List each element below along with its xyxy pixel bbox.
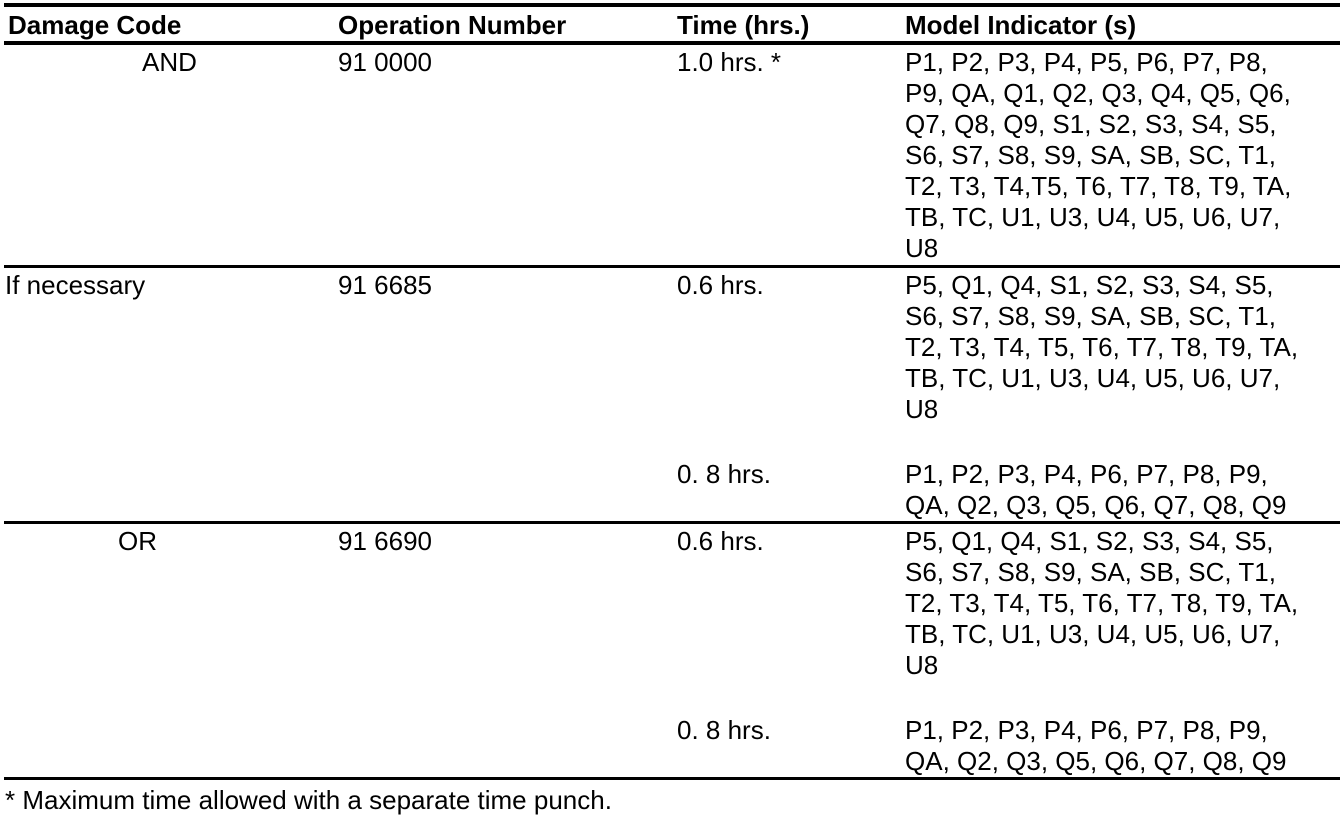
model-indicators-cell: P1, P2, P3, P4, P6, P7, P8, P9, QA, Q2, …: [905, 715, 1287, 776]
damage-code-table: Damage Code Operation Number Time (hrs.)…: [4, 3, 1340, 780]
column-header-operation-number: Operation Number: [338, 10, 567, 40]
time-model-group: 0.6 hrs. P5, Q1, Q4, S1, S2, S3, S4, S5,…: [677, 270, 1340, 521]
operation-number-cell: 91 6690: [338, 526, 432, 556]
time-model-group: 0.6 hrs. P5, Q1, Q4, S1, S2, S3, S4, S5,…: [677, 526, 1340, 777]
column-header-model-indicator: Model Indicator (s): [905, 10, 1137, 40]
time-cell: 1.0 hrs. *: [677, 47, 782, 77]
time-model-entry: 0. 8 hrs. P1, P2, P3, P4, P6, P7, P8, P9…: [677, 715, 1340, 777]
table-row-if-necessary: If necessary 91 6685 0.6 hrs. P5, Q1, Q4…: [4, 268, 1340, 524]
time-cell: 0. 8 hrs.: [677, 715, 771, 745]
time-cell: 0.6 hrs.: [677, 270, 764, 300]
document-page: Damage Code Operation Number Time (hrs.)…: [0, 3, 1344, 821]
time-model-entry: 0.6 hrs. P5, Q1, Q4, S1, S2, S3, S4, S5,…: [677, 270, 1340, 425]
time-model-entry: 0. 8 hrs. P1, P2, P3, P4, P6, P7, P8, P9…: [677, 459, 1340, 521]
time-model-group: 1.0 hrs. * P1, P2, P3, P4, P5, P6, P7, P…: [677, 47, 1340, 264]
damage-code-cell: AND: [142, 47, 197, 77]
damage-code-cell: OR: [118, 526, 157, 556]
time-cell: 0.6 hrs.: [677, 526, 764, 556]
model-indicators-cell: P5, Q1, Q4, S1, S2, S3, S4, S5, S6, S7, …: [905, 270, 1299, 424]
model-indicators-cell: P1, P2, P3, P4, P6, P7, P8, P9, QA, Q2, …: [905, 459, 1287, 520]
table-header-row: Damage Code Operation Number Time (hrs.)…: [4, 7, 1340, 45]
time-model-entry: 1.0 hrs. * P1, P2, P3, P4, P5, P6, P7, P…: [677, 47, 1340, 264]
time-cell: 0. 8 hrs.: [677, 459, 771, 489]
table-footnote: * Maximum time allowed with a separate t…: [5, 785, 612, 815]
time-model-entry: 0.6 hrs. P5, Q1, Q4, S1, S2, S3, S4, S5,…: [677, 526, 1340, 681]
column-header-damage-code: Damage Code: [8, 10, 182, 40]
table-row-or: OR 91 6690 0.6 hrs. P5, Q1, Q4, S1, S2, …: [4, 524, 1340, 780]
damage-code-cell: If necessary: [5, 270, 146, 300]
table-row-and: AND 91 0000 1.0 hrs. * P1, P2, P3, P4, P…: [4, 45, 1340, 268]
operation-number-cell: 91 6685: [338, 270, 432, 300]
operation-number-cell: 91 0000: [338, 47, 432, 77]
model-indicators-cell: P1, P2, P3, P4, P5, P6, P7, P8, P9, QA, …: [905, 47, 1292, 263]
column-header-time: Time (hrs.): [677, 10, 810, 40]
model-indicators-cell: P5, Q1, Q4, S1, S2, S3, S4, S5, S6, S7, …: [905, 526, 1299, 680]
